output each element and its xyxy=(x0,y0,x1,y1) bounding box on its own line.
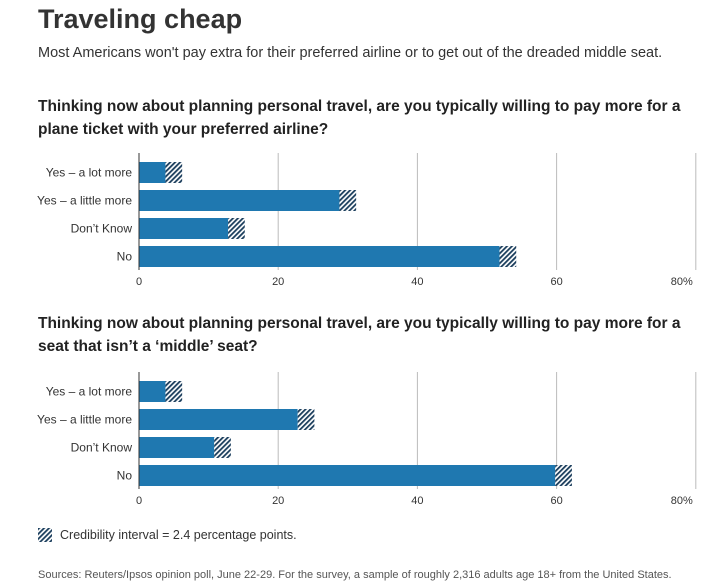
bar xyxy=(139,465,556,486)
category-label: No xyxy=(117,469,133,483)
credibility-interval-band xyxy=(339,190,357,211)
page-subtitle: Most Americans won't pay extra for their… xyxy=(38,45,663,61)
tick-label: 80% xyxy=(671,276,693,288)
tick-label: 0 xyxy=(136,276,142,288)
tick-label: 20 xyxy=(272,276,284,288)
category-label: Yes – a lot more xyxy=(46,385,133,399)
category-label: Don’t Know xyxy=(71,222,133,236)
category-label: No xyxy=(117,250,133,264)
category-label: Don’t Know xyxy=(71,441,133,455)
tick-label: 40 xyxy=(411,495,423,507)
tick-label: 0 xyxy=(136,495,142,507)
credibility-interval-band xyxy=(499,246,517,267)
credibility-interval-band xyxy=(228,218,245,239)
category-label: Yes – a little more xyxy=(37,194,132,208)
legend: Credibility interval = 2.4 percentage po… xyxy=(38,528,297,542)
credibility-interval-swatch xyxy=(38,528,52,542)
bar xyxy=(139,162,166,183)
tick-label: 60 xyxy=(550,276,562,288)
tick-label: 80% xyxy=(671,495,693,507)
tick-label: 20 xyxy=(272,495,284,507)
bar xyxy=(139,246,500,267)
bar xyxy=(139,218,229,239)
legend-label: Credibility interval = 2.4 percentage po… xyxy=(60,528,297,542)
page-title: Traveling cheap xyxy=(38,4,243,34)
credibility-interval-band xyxy=(165,381,183,402)
bar xyxy=(139,381,166,402)
credibility-interval-band xyxy=(214,437,231,458)
credibility-interval-band xyxy=(297,409,315,430)
credibility-interval-band xyxy=(165,162,183,183)
source-note: Sources: Reuters/Ipsos opinion poll, Jun… xyxy=(38,569,672,581)
tick-label: 40 xyxy=(411,276,423,288)
chart-2: Yes – a lot more Yes – a little more Don’t… xyxy=(37,372,697,507)
bar xyxy=(139,409,298,430)
chart-1-question: Thinking now about planning personal tra… xyxy=(38,98,681,138)
category-label: Yes – a lot more xyxy=(46,166,133,180)
bar xyxy=(139,190,340,211)
tick-label: 60 xyxy=(550,495,562,507)
credibility-interval-band xyxy=(555,465,572,486)
bar xyxy=(139,437,215,458)
chart-1: Yes – a lot more Yes – a little more Don’t… xyxy=(37,153,697,288)
category-label: Yes – a little more xyxy=(37,413,132,427)
chart-2-question: Thinking now about planning personal tra… xyxy=(38,315,681,355)
